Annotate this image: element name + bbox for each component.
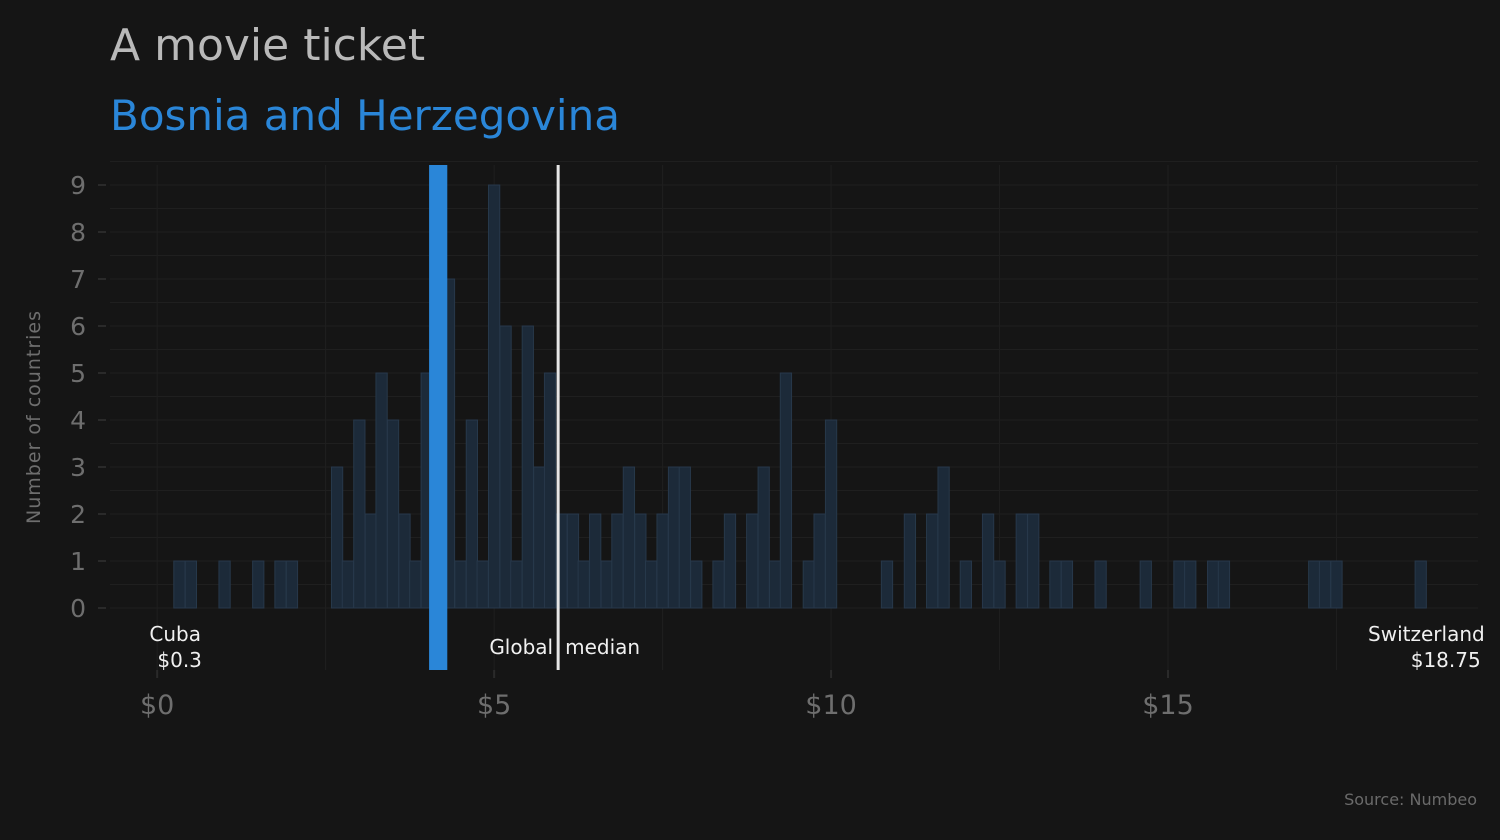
histogram-bar-58 xyxy=(1060,560,1074,609)
histogram-bar-37 xyxy=(678,466,691,609)
highlight-country-band xyxy=(429,165,448,670)
y-axis-label: Number of countries xyxy=(23,310,45,524)
histogram-bar-1 xyxy=(184,560,197,609)
histogram-bar-61 xyxy=(1173,560,1186,609)
extreme-value-cuba: $0.3 xyxy=(157,648,202,672)
x-tick-label-2: $10 xyxy=(805,690,857,721)
histogram-bar-59 xyxy=(1094,560,1107,609)
histogram-bar-4 xyxy=(274,560,287,609)
y-tick-label-3: 3 xyxy=(70,453,86,482)
histogram-bar-24 xyxy=(533,466,546,609)
histogram-bar-17 xyxy=(454,560,467,609)
extreme-value-switzerland: $18.75 xyxy=(1411,648,1481,672)
histogram-bar-6 xyxy=(330,466,344,609)
histogram-bar-25 xyxy=(543,372,557,609)
extreme-name-cuba: Cuba xyxy=(149,622,201,646)
histogram-bar-35 xyxy=(656,513,669,609)
y-tick-label-6: 6 xyxy=(70,312,86,341)
histogram-bar-60 xyxy=(1139,560,1152,609)
histogram-bar-23 xyxy=(521,325,534,609)
histogram-bar-13 xyxy=(409,560,422,609)
histogram-bar-50 xyxy=(926,513,939,609)
histogram-bar-12 xyxy=(398,513,411,609)
histogram-bar-45 xyxy=(802,560,815,609)
histogram-bar-43 xyxy=(769,560,782,609)
histogram-bar-49 xyxy=(903,513,917,609)
chart-subtitle: Bosnia and Herzegovina xyxy=(110,91,620,140)
histogram-bar-7 xyxy=(341,560,355,609)
histogram-bar-18 xyxy=(465,419,479,609)
histogram-bar-5 xyxy=(285,560,299,609)
y-tick-label-1: 1 xyxy=(70,547,86,576)
histogram-bar-38 xyxy=(690,560,703,609)
histogram-bar-54 xyxy=(993,560,1006,609)
histogram-bar-65 xyxy=(1308,560,1321,609)
median-label-right: median xyxy=(565,635,640,659)
histogram-bar-47 xyxy=(824,419,838,609)
histogram-bar-52 xyxy=(959,560,972,609)
histogram-bar-10 xyxy=(375,372,388,609)
y-tick-label-4: 4 xyxy=(70,406,86,435)
histogram-bar-36 xyxy=(667,466,681,609)
y-tick-label-8: 8 xyxy=(70,218,86,247)
y-tick-label-7: 7 xyxy=(70,265,86,294)
y-tick-label-9: 9 xyxy=(70,171,86,200)
histogram-bar-53 xyxy=(981,513,995,609)
histogram-bar-68 xyxy=(1414,560,1427,609)
histogram-bar-33 xyxy=(634,513,647,609)
histogram-bar-44 xyxy=(779,372,793,609)
histogram-bar-48 xyxy=(880,560,894,609)
histogram-bar-0 xyxy=(173,560,186,609)
histogram-bar-40 xyxy=(723,513,737,609)
histogram-bar-3 xyxy=(252,560,265,609)
axis-layer: 0 1 2 3 4 5 6 7 8 9 $0 $5 $10 $15 xyxy=(70,171,1194,721)
histogram-bar-19 xyxy=(476,560,489,609)
grid-layer xyxy=(110,161,1478,670)
x-tick-label-0: $0 xyxy=(140,690,174,721)
y-tick-label-2: 2 xyxy=(70,500,86,529)
histogram-bar-42 xyxy=(757,466,770,609)
extreme-name-switzerland: Switzerland xyxy=(1368,622,1485,646)
histogram-bar-32 xyxy=(622,466,636,609)
histogram-bar-51 xyxy=(937,466,950,609)
source-note: Source: Numbeo xyxy=(1344,790,1477,809)
bars-layer xyxy=(173,184,1427,609)
marker-layer: Global median Cuba$0.3 Switzerland$18.75 xyxy=(149,165,1485,672)
histogram-bar-57 xyxy=(1049,560,1062,609)
histogram-bar-29 xyxy=(589,513,602,609)
histogram-bar-62 xyxy=(1184,560,1197,609)
histogram-bar-8 xyxy=(353,419,366,609)
histogram-bar-34 xyxy=(645,560,658,609)
histogram-bar-9 xyxy=(364,513,377,609)
histogram-bar-2 xyxy=(218,560,231,609)
histogram-bar-67 xyxy=(1330,560,1343,609)
x-tick-label-3: $15 xyxy=(1142,690,1194,721)
histogram-bar-27 xyxy=(566,513,580,609)
histogram-bar-56 xyxy=(1027,513,1040,609)
histogram-bar-20 xyxy=(487,184,501,609)
histogram-bar-55 xyxy=(1015,513,1028,609)
histogram-bar-11 xyxy=(386,419,400,609)
chart-title: A movie ticket xyxy=(110,20,425,71)
histogram-bar-39 xyxy=(712,560,725,609)
histogram-bar-31 xyxy=(611,513,624,609)
histogram-bar-66 xyxy=(1318,560,1332,609)
y-tick-label-5: 5 xyxy=(70,359,86,388)
y-tick-label-0: 0 xyxy=(70,594,86,623)
histogram-bar-22 xyxy=(510,560,523,609)
histogram-bar-46 xyxy=(813,513,826,609)
x-tick-label-1: $5 xyxy=(477,690,511,721)
histogram-bar-63 xyxy=(1207,560,1220,609)
histogram-bar-28 xyxy=(577,560,590,609)
histogram-bar-64 xyxy=(1217,560,1231,609)
median-label-left: Global xyxy=(489,635,553,659)
histogram-bar-30 xyxy=(600,560,613,609)
histogram-bar-21 xyxy=(499,325,512,609)
histogram-bar-41 xyxy=(746,513,759,609)
